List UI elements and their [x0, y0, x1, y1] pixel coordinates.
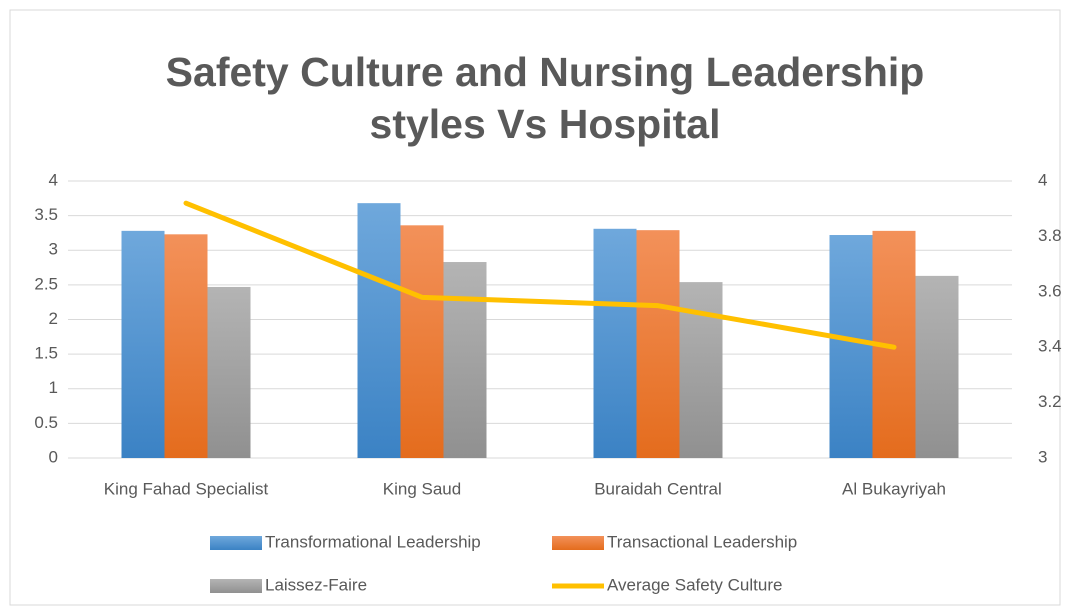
chart-title: styles Vs Hospital: [370, 101, 721, 147]
legend-swatch: [210, 536, 262, 550]
y-tick-label: 1: [49, 378, 58, 397]
x-tick-label: King Saud: [383, 479, 461, 498]
bar: [829, 235, 873, 458]
y-tick-label: 3.5: [34, 205, 58, 224]
y2-tick-label: 3: [1038, 447, 1047, 466]
bar: [636, 230, 680, 458]
y2-tick-label: 4: [1038, 170, 1047, 189]
bar: [207, 286, 251, 458]
legend-label: Transactional Leadership: [607, 532, 797, 551]
bar: [593, 228, 637, 458]
bar: [400, 225, 444, 458]
y-tick-label: 0: [49, 447, 58, 466]
x-tick-label: King Fahad Specialist: [104, 479, 269, 498]
bar: [121, 230, 165, 458]
y2-tick-label: 3.2: [1038, 392, 1062, 411]
y2-tick-label: 3.8: [1038, 226, 1062, 245]
y-tick-label: 1.5: [34, 344, 58, 363]
line: [183, 200, 897, 350]
y2-tick-label: 3.4: [1038, 337, 1062, 356]
y2-tick-label: 3.6: [1038, 281, 1062, 300]
bar: [915, 275, 959, 458]
x-tick-label: Buraidah Central: [594, 479, 722, 498]
bar: [164, 234, 208, 458]
y-tick-label: 2: [49, 309, 58, 328]
legend-swatch: [552, 536, 604, 550]
legend-label: Laissez-Faire: [265, 575, 367, 594]
legend-label: Average Safety Culture: [607, 575, 782, 594]
y-tick-label: 3: [49, 240, 58, 259]
y-tick-label: 0.5: [34, 413, 58, 432]
bar: [357, 203, 401, 458]
y-tick-label: 4: [49, 170, 58, 189]
bar: [443, 262, 487, 458]
y-tick-label: 2.5: [34, 274, 58, 293]
chart-title: Safety Culture and Nursing Leadership: [166, 49, 925, 95]
legend-swatch: [210, 579, 262, 593]
x-tick-label: Al Bukayriyah: [842, 479, 946, 498]
legend-label: Transformational Leadership: [265, 532, 481, 551]
